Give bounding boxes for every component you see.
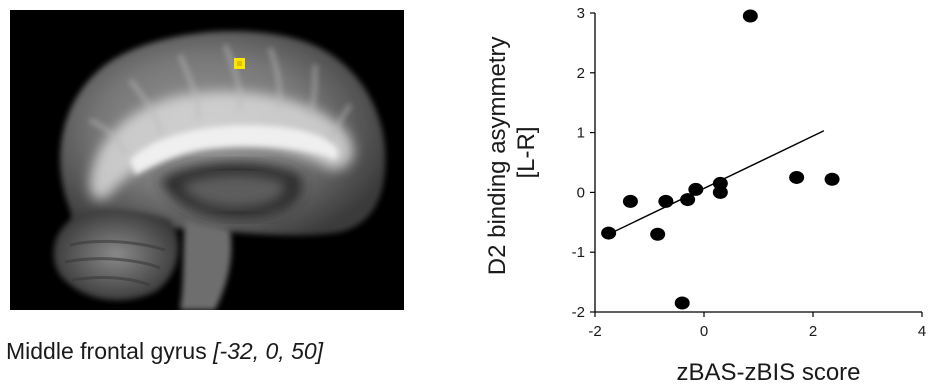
brain-mri-image	[10, 10, 404, 310]
x-tick-label: 0	[700, 323, 708, 340]
region-name: Middle frontal gyrus	[6, 338, 207, 364]
brainstem	[180, 220, 232, 310]
data-points	[601, 9, 840, 310]
data-point	[688, 182, 704, 196]
x-tick-label: 4	[918, 323, 926, 340]
y-axis-title: D2 binding asymmetry [L-R]	[484, 30, 540, 275]
data-point	[824, 172, 840, 186]
y-tick-label: 1	[577, 125, 585, 142]
y-tick-label: 2	[577, 65, 585, 82]
y-tick-label: 0	[577, 184, 585, 201]
x-axis-title: zBAS-zBIS score	[676, 359, 860, 386]
x-tick-label: -2	[588, 323, 601, 340]
data-point	[658, 194, 674, 208]
data-point	[789, 170, 805, 184]
y-tick-label: -1	[572, 244, 585, 261]
x-ticks: -2 0 2 4	[588, 312, 926, 340]
y-tick-label: -2	[572, 304, 585, 321]
deep-grey-matter	[180, 174, 286, 208]
data-point	[622, 194, 638, 208]
corpus-callosum	[130, 125, 339, 175]
data-point	[712, 185, 728, 199]
y-ticks: -2 -1 0 1 2 3	[572, 5, 595, 321]
brain-sagittal-slice	[53, 31, 386, 310]
data-point	[712, 176, 728, 190]
data-point	[674, 296, 690, 310]
gyri-pattern	[88, 44, 353, 156]
data-point	[680, 193, 696, 207]
data-point	[742, 9, 758, 23]
brain-caption: Middle frontal gyrus [-32, 0, 50]	[6, 338, 323, 365]
data-point	[601, 226, 617, 240]
x-tick-label: 2	[809, 323, 817, 340]
y-axis-title-line-2: [L-R]	[513, 126, 540, 178]
mni-coordinates: [-32, 0, 50]	[213, 338, 324, 364]
y-axis-title-line-1: D2 binding asymmetry	[484, 36, 511, 275]
y-tick-label: 3	[577, 5, 585, 22]
cerebellar-folia	[64, 239, 166, 287]
data-point	[650, 227, 666, 241]
